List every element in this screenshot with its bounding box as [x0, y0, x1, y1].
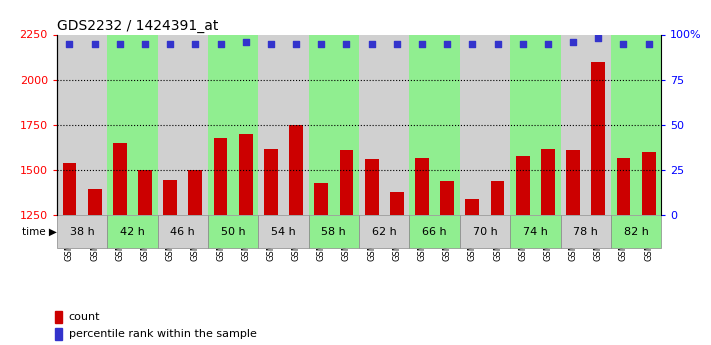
Bar	[460, 216, 510, 248]
Bar	[309, 216, 359, 248]
Bar	[158, 216, 208, 248]
Text: 38 h: 38 h	[70, 227, 95, 237]
Point	[316, 41, 327, 46]
Bar	[208, 34, 258, 216]
Bar	[63, 163, 76, 345]
Bar	[55, 310, 63, 323]
Text: 70 h: 70 h	[473, 227, 497, 237]
Bar	[158, 34, 208, 216]
Point	[567, 39, 579, 45]
Text: percentile rank within the sample: percentile rank within the sample	[69, 329, 257, 339]
Point	[542, 41, 554, 46]
Point	[618, 41, 629, 46]
Bar	[309, 34, 359, 216]
Bar	[440, 181, 454, 345]
Bar	[57, 216, 107, 248]
Point	[341, 41, 352, 46]
Bar	[107, 34, 158, 216]
Point	[391, 41, 402, 46]
Bar	[264, 149, 278, 345]
Bar	[138, 170, 152, 345]
Bar	[611, 216, 661, 248]
Bar	[466, 199, 479, 345]
Bar	[410, 34, 460, 216]
Bar	[592, 62, 605, 345]
Bar	[239, 134, 252, 345]
Bar	[359, 216, 410, 248]
Bar	[113, 143, 127, 345]
Bar	[415, 158, 429, 345]
Text: 50 h: 50 h	[221, 227, 245, 237]
Bar	[365, 159, 378, 345]
Bar	[560, 34, 611, 216]
Text: 66 h: 66 h	[422, 227, 447, 237]
Text: count: count	[69, 312, 100, 322]
Text: 62 h: 62 h	[372, 227, 397, 237]
Bar	[560, 216, 611, 248]
Point	[366, 41, 378, 46]
Bar	[359, 34, 410, 216]
Point	[417, 41, 428, 46]
Point	[492, 41, 503, 46]
Point	[466, 41, 478, 46]
Text: 78 h: 78 h	[573, 227, 598, 237]
Bar	[611, 34, 661, 216]
Text: 74 h: 74 h	[523, 227, 547, 237]
Point	[240, 39, 252, 45]
Text: 54 h: 54 h	[271, 227, 296, 237]
Bar	[213, 138, 228, 345]
Bar	[164, 180, 177, 345]
Bar	[107, 216, 158, 248]
Text: time ▶: time ▶	[22, 227, 57, 237]
Bar	[566, 150, 580, 345]
Point	[442, 41, 453, 46]
Point	[265, 41, 277, 46]
Bar	[340, 150, 353, 345]
Point	[114, 41, 126, 46]
Bar	[541, 149, 555, 345]
Bar	[510, 216, 560, 248]
Text: GDS2232 / 1424391_at: GDS2232 / 1424391_at	[57, 19, 218, 33]
Point	[215, 41, 226, 46]
Point	[290, 41, 301, 46]
Bar	[515, 156, 530, 345]
Bar	[616, 158, 631, 345]
Bar	[642, 152, 656, 345]
Bar	[258, 216, 309, 248]
Point	[164, 41, 176, 46]
Bar	[55, 328, 63, 340]
Bar	[460, 34, 510, 216]
Point	[190, 41, 201, 46]
Point	[643, 41, 654, 46]
Bar	[390, 192, 404, 345]
Bar	[188, 170, 203, 345]
Point	[592, 35, 604, 41]
Point	[89, 41, 100, 46]
Text: 58 h: 58 h	[321, 227, 346, 237]
Bar	[258, 34, 309, 216]
Point	[517, 41, 528, 46]
Bar	[208, 216, 258, 248]
Text: 46 h: 46 h	[171, 227, 195, 237]
Point	[139, 41, 151, 46]
Bar	[289, 125, 303, 345]
Bar	[491, 181, 505, 345]
Bar	[510, 34, 560, 216]
Bar	[87, 189, 102, 345]
Bar	[314, 183, 328, 345]
Bar	[410, 216, 460, 248]
Point	[64, 41, 75, 46]
Text: 42 h: 42 h	[120, 227, 145, 237]
Text: 82 h: 82 h	[624, 227, 648, 237]
Bar	[57, 34, 107, 216]
